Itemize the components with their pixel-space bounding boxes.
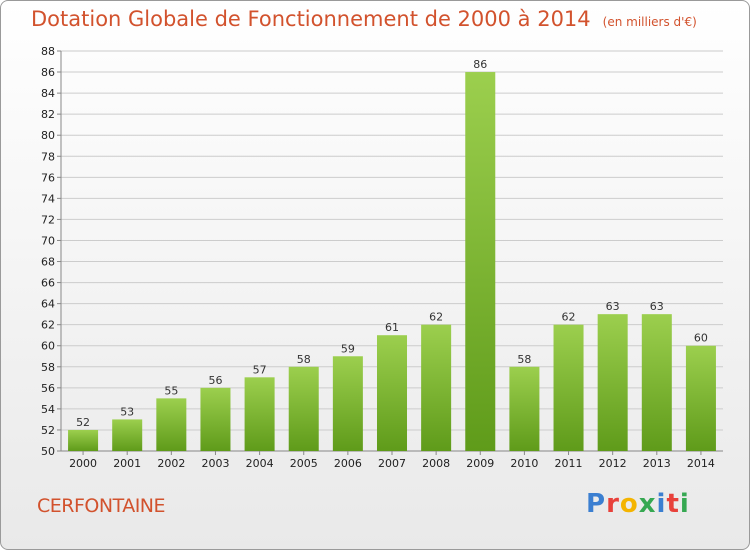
- y-tick-label: 52: [41, 424, 55, 437]
- x-tick-label: 2010: [510, 457, 538, 470]
- bar: [332, 356, 363, 451]
- chart-subtitle: (en milliers d'€): [602, 15, 697, 29]
- data-label: 58: [297, 353, 311, 366]
- y-tick-label: 64: [41, 298, 55, 311]
- y-tick-label: 70: [41, 234, 55, 247]
- bar: [112, 419, 143, 451]
- logo-letter: t: [666, 489, 680, 519]
- logo-letter: i: [656, 489, 667, 519]
- bar: [68, 429, 99, 451]
- x-tick-label: 2001: [113, 457, 141, 470]
- y-tick-label: 68: [41, 256, 55, 269]
- x-tick-label: 2014: [687, 457, 715, 470]
- bar: [685, 345, 716, 451]
- x-tick-label: 2006: [334, 457, 362, 470]
- y-tick-label: 50: [41, 445, 55, 458]
- y-tick-label: 54: [41, 403, 55, 416]
- y-tick-label: 60: [41, 340, 55, 353]
- data-label: 61: [385, 321, 399, 334]
- data-label: 63: [650, 300, 664, 313]
- data-label: 52: [76, 416, 90, 429]
- bar: [376, 335, 408, 451]
- x-tick-label: 2013: [643, 457, 671, 470]
- bar: [509, 366, 540, 451]
- x-tick-label: 2011: [555, 457, 583, 470]
- bar: [156, 398, 187, 451]
- y-tick-label: 76: [41, 171, 55, 184]
- logo-letter: i: [679, 489, 690, 519]
- y-tick-label: 66: [41, 277, 55, 290]
- bar: [288, 366, 319, 451]
- y-tick-label: 56: [41, 382, 55, 395]
- data-label: 59: [341, 342, 355, 355]
- data-label: 62: [429, 311, 443, 324]
- x-tick-label: 2005: [290, 457, 318, 470]
- data-label: 55: [164, 384, 178, 397]
- x-tick-label: 2002: [157, 457, 185, 470]
- bar: [641, 314, 672, 451]
- data-label: 60: [694, 332, 708, 345]
- x-tick-label: 2012: [599, 457, 627, 470]
- y-tick-label: 78: [41, 150, 55, 163]
- y-tick-label: 72: [41, 213, 55, 226]
- logo-letter: x: [638, 489, 657, 519]
- y-tick-label: 86: [41, 66, 55, 79]
- bar: [553, 324, 584, 451]
- logo-letter: o: [619, 489, 639, 519]
- data-label: 57: [253, 363, 267, 376]
- bar: [597, 314, 628, 451]
- data-label: 58: [517, 353, 531, 366]
- commune-name: CERFONTAINE: [37, 495, 166, 517]
- bar: [200, 387, 231, 451]
- y-tick-label: 58: [41, 361, 55, 374]
- chart-title: Dotation Globale de Fonctionnement de 20…: [31, 7, 591, 31]
- y-tick-label: 74: [41, 192, 55, 205]
- logo-letter: r: [606, 489, 620, 519]
- y-tick-label: 82: [41, 108, 55, 121]
- x-tick-label: 2009: [466, 457, 494, 470]
- x-tick-label: 2003: [201, 457, 229, 470]
- logo-letter: P: [586, 489, 607, 519]
- bars: [68, 72, 716, 451]
- x-tick-label: 2000: [69, 457, 97, 470]
- y-tick-label: 84: [41, 87, 55, 100]
- data-label: 53: [120, 405, 134, 418]
- title-row: Dotation Globale de Fonctionnement de 20…: [31, 7, 697, 31]
- data-label: 86: [473, 58, 487, 71]
- y-tick-label: 80: [41, 129, 55, 142]
- proxiti-logo: Proxiti: [586, 489, 690, 519]
- y-tick-label: 88: [41, 45, 55, 58]
- data-label: 62: [562, 311, 576, 324]
- x-tick-label: 2007: [378, 457, 406, 470]
- bar: [421, 324, 452, 451]
- data-label: 63: [606, 300, 620, 313]
- bar: [465, 72, 496, 451]
- y-tick-label: 62: [41, 319, 55, 332]
- labels: 50 52 54 56 58 60 62 64 66 68 70 72 74 76 78 80 82 84 86 88…: [41, 45, 715, 470]
- x-tick-label: 2004: [246, 457, 274, 470]
- bar: [244, 377, 275, 451]
- data-label: 56: [208, 374, 222, 387]
- x-tick-label: 2008: [422, 457, 450, 470]
